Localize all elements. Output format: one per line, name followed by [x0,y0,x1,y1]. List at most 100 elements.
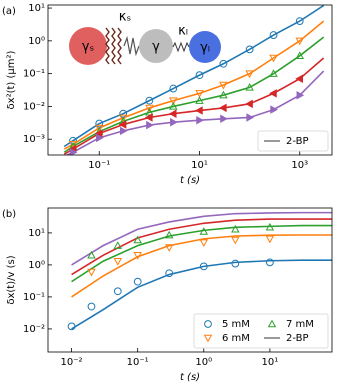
marker [169,101,178,110]
marker [164,230,174,239]
axes-frame [47,4,333,156]
link [123,35,140,57]
marker [67,322,76,331]
y-tick-label: 10⁻¹ [23,69,45,80]
marker [265,258,274,267]
kappa-s: κₛ [119,10,132,25]
spring-s [105,27,122,65]
marker [113,287,122,296]
marker [94,129,103,138]
legend: 5 mM 6 mM 7 mM 2-BP [193,313,329,349]
marker [133,277,142,286]
fit-line [63,20,325,150]
y-tick-label: 10⁻³ [23,134,45,145]
marker [170,117,178,127]
marker [219,81,228,90]
plot [67,211,332,331]
x-tick-label: 10¹ [262,357,279,368]
marker [231,236,240,245]
marker [219,59,228,68]
bead [139,29,173,63]
marker [245,82,254,91]
marker [164,244,174,252]
spring-l [172,41,190,53]
fit-line [65,70,325,155]
fit-line [71,259,332,330]
panel-label: (b) [2,209,16,220]
legend-label: 2-BP [286,333,309,344]
x-axis-label: t (s) [180,372,200,383]
marker [95,119,104,128]
marker [269,69,278,77]
marker [169,84,178,93]
marker [87,302,96,311]
marker [119,126,128,136]
marker [270,105,278,114]
marker [220,114,228,124]
y-tick-label: 10⁻² [23,324,45,335]
marker [295,17,304,26]
marker [245,70,254,79]
legend: 2-BP [257,130,329,152]
plot [63,5,325,155]
marker [265,235,275,244]
marker [265,222,275,231]
fit-line [71,234,332,298]
marker [295,37,304,46]
panel-label: (a) [2,6,16,17]
y-tick-label: 10⁻² [23,101,45,112]
marker [199,262,208,271]
marker [199,227,209,235]
marker [118,114,128,123]
x-tick-label: 10⁻² [61,357,83,368]
y-tick-label: 10¹ [28,3,45,14]
marker [269,89,277,98]
x-tick-label: 10³ [291,160,308,171]
fit-line [71,224,332,283]
fit-line [71,211,332,266]
bead-s [69,27,107,65]
fit-line [63,5,325,148]
marker [69,148,78,155]
marker [118,120,127,129]
marker [87,250,96,259]
gamma-s: γₛ [82,40,95,55]
kappa-l: κₗ [178,24,188,39]
marker [168,109,177,118]
marker [145,96,154,105]
legend-marker [267,319,277,328]
marker [196,115,204,125]
marker [245,99,253,109]
y-axis-label: δx²(t) (μm²) [6,50,17,109]
legend-marker [204,320,212,328]
bead-l [189,31,221,63]
marker [195,96,204,104]
marker [87,268,96,277]
marker [245,45,254,54]
marker [169,97,178,106]
legend-box [193,313,329,349]
marker [296,90,305,100]
y-tick-label: 10⁰ [28,260,45,271]
legend-label: 7 mM [286,319,314,330]
marker [146,120,154,130]
marker [269,31,278,39]
fit-line [63,57,325,155]
y-tick-label: 10⁰ [28,36,45,47]
model-diagram: γₛ γ γₗ κₛ κₗ [69,10,221,65]
marker [218,103,227,113]
gamma-l: γₗ [200,41,210,56]
marker [68,141,78,149]
marker [94,124,104,133]
y-tick-label: 10¹ [28,228,45,239]
marker [145,104,154,113]
x-tick-label: 10⁻¹ [88,160,110,171]
marker [295,51,304,60]
marker [113,258,123,266]
legend-marker [203,334,213,343]
x-tick-label: 10⁻¹ [127,357,149,368]
x-tick-label: 10¹ [191,160,208,171]
marker [231,259,240,268]
x-tick-label: 10⁰ [195,357,212,368]
